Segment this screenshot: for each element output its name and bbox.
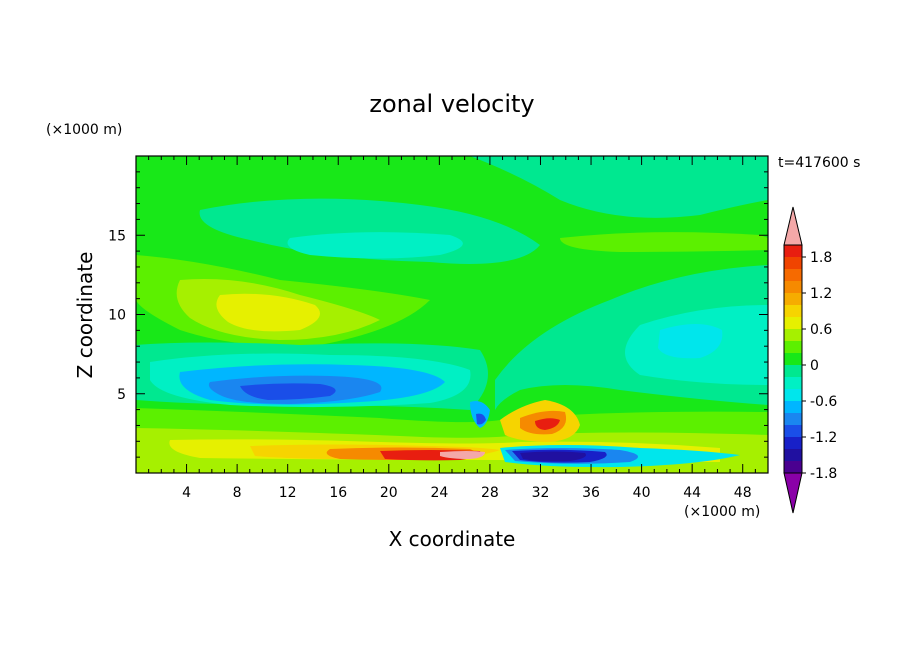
colorbar-swatch [784, 437, 802, 449]
y-unit-label: (×1000 m) [46, 122, 122, 138]
colorbar-swatch [784, 245, 802, 257]
colorbar-tick-label: 0.6 [810, 322, 832, 338]
colorbar-swatch [784, 317, 802, 329]
contour-region [535, 418, 560, 430]
contour-region [216, 293, 320, 332]
x-axis-label: X coordinate [389, 527, 516, 551]
contour-region [476, 413, 486, 425]
colorbar-swatch [784, 281, 802, 293]
y-tick-label: 10 [108, 308, 126, 324]
colorbar-swatch [784, 413, 802, 425]
x-tick-label: 36 [582, 485, 600, 501]
contour-region [658, 324, 723, 359]
colorbar-tick-label: -0.6 [810, 394, 837, 410]
x-tick-label: 12 [279, 485, 297, 501]
colorbar-tick-label: 1.8 [810, 250, 832, 266]
colorbar-swatch [784, 329, 802, 341]
contour-region [287, 232, 463, 259]
colorbar-swatch [784, 377, 802, 389]
colorbar-swatch [784, 389, 802, 401]
colorbar-tick-label: 1.2 [810, 286, 832, 302]
x-tick-label: 32 [532, 485, 550, 501]
colorbar-triangle-top [783, 206, 803, 246]
time-label: t=417600 s [778, 155, 860, 171]
x-tick-label: 40 [633, 485, 651, 501]
colorbar-tick-label: -1.8 [810, 466, 837, 482]
colorbar-swatch [784, 461, 802, 473]
colorbar-swatch [784, 269, 802, 281]
velocity-field [136, 156, 768, 473]
x-tick-label: 48 [734, 485, 752, 501]
colorbar-triangle-bottom [783, 472, 803, 514]
x-tick-label: 28 [481, 485, 499, 501]
colorbar: 1.8 1.2 0.6 0 -0.6 -1.2 -1.8 [783, 206, 837, 514]
colorbar-tick-label: -1.2 [810, 430, 837, 446]
x-tick-label: 24 [430, 485, 448, 501]
x-unit-label: (×1000 m) [684, 504, 760, 520]
colorbar-swatch [784, 257, 802, 269]
contour-region [240, 383, 336, 400]
x-tick-label: 44 [683, 485, 701, 501]
colorbar-swatch [784, 449, 802, 461]
colorbar-swatch [784, 353, 802, 365]
colorbar-tick-label: 0 [810, 358, 819, 374]
contour-region [136, 156, 768, 218]
x-tick-label: 20 [380, 485, 398, 501]
colorbar-swatch [784, 365, 802, 377]
chart-title: zonal velocity [369, 90, 534, 118]
contour-region [520, 451, 586, 462]
contour-region [440, 451, 485, 459]
y-axis-label: Z coordinate [73, 252, 97, 379]
colorbar-swatch [784, 293, 802, 305]
colorbar-swatch [784, 401, 802, 413]
y-tick-label: 15 [108, 228, 126, 244]
x-tick-label: 16 [329, 485, 347, 501]
colorbar-swatch [784, 305, 802, 317]
x-tick-label: 4 [182, 485, 191, 501]
colorbar-swatch [784, 341, 802, 353]
colorbar-swatch [784, 425, 802, 437]
x-tick-label: 8 [233, 485, 242, 501]
y-tick-label: 5 [117, 387, 126, 403]
contour-region [560, 232, 768, 252]
